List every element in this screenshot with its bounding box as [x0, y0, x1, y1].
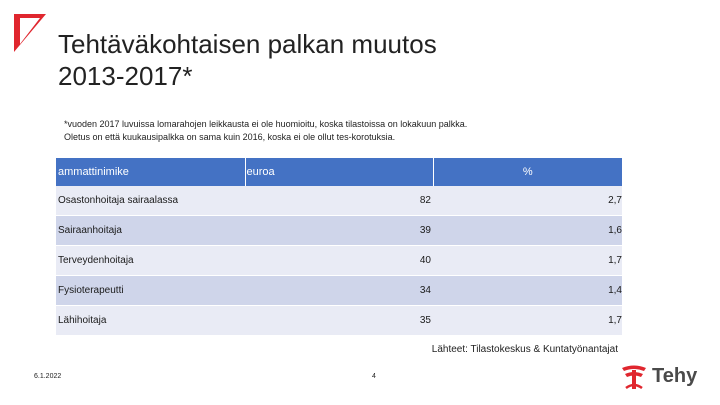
- row-title: Sairaanhoitaja: [56, 216, 245, 246]
- row-euro: 34: [245, 276, 433, 306]
- header-percent: %: [433, 158, 622, 186]
- row-title: Lähihoitaja: [56, 306, 245, 336]
- footnote-line-2: Oletus on että kuukausipalkka on sama ku…: [64, 131, 624, 144]
- page-number: 4: [372, 373, 376, 380]
- footnote: *vuoden 2017 luvuissa lomarahojen leikka…: [64, 118, 624, 144]
- row-percent: 1,7: [433, 306, 622, 336]
- row-title: Osastonhoitaja sairaalassa: [56, 186, 245, 216]
- row-title: Fysioterapeutti: [56, 276, 245, 306]
- row-percent: 1,4: [433, 276, 622, 306]
- table-header-row: ammattinimike euroa %: [56, 158, 622, 186]
- source-note: Lähteet: Tilastokeskus & Kuntatyönantaja…: [432, 344, 618, 355]
- table-row: Sairaanhoitaja 39 1,6: [56, 216, 622, 246]
- logo-text: Tehy: [652, 365, 697, 388]
- row-title: Terveydenhoitaja: [56, 246, 245, 276]
- salary-table: ammattinimike euroa % Osastonhoitaja sai…: [56, 158, 622, 336]
- row-percent: 1,7: [433, 246, 622, 276]
- header-ammattinimike: ammattinimike: [56, 158, 245, 186]
- row-percent: 2,7: [433, 186, 622, 216]
- slide-title: Tehtäväkohtaisen palkan muutos 2013-2017…: [58, 28, 658, 92]
- corner-mark-icon: [14, 14, 46, 52]
- table-row: Osastonhoitaja sairaalassa 82 2,7: [56, 186, 622, 216]
- slide-date: 6.1.2022: [34, 373, 61, 380]
- header-euroa: euroa: [245, 158, 433, 186]
- row-euro: 40: [245, 246, 433, 276]
- table-row: Terveydenhoitaja 40 1,7: [56, 246, 622, 276]
- row-euro: 39: [245, 216, 433, 246]
- tehy-logo-icon: [620, 364, 648, 390]
- row-euro: 82: [245, 186, 433, 216]
- tehy-logo: Tehy: [620, 362, 704, 394]
- table-row: Lähihoitaja 35 1,7: [56, 306, 622, 336]
- table-row: Fysioterapeutti 34 1,4: [56, 276, 622, 306]
- title-line-2: 2013-2017*: [58, 60, 658, 92]
- row-euro: 35: [245, 306, 433, 336]
- row-percent: 1,6: [433, 216, 622, 246]
- footnote-line-1: *vuoden 2017 luvuissa lomarahojen leikka…: [64, 118, 624, 131]
- title-line-1: Tehtäväkohtaisen palkan muutos: [58, 28, 658, 60]
